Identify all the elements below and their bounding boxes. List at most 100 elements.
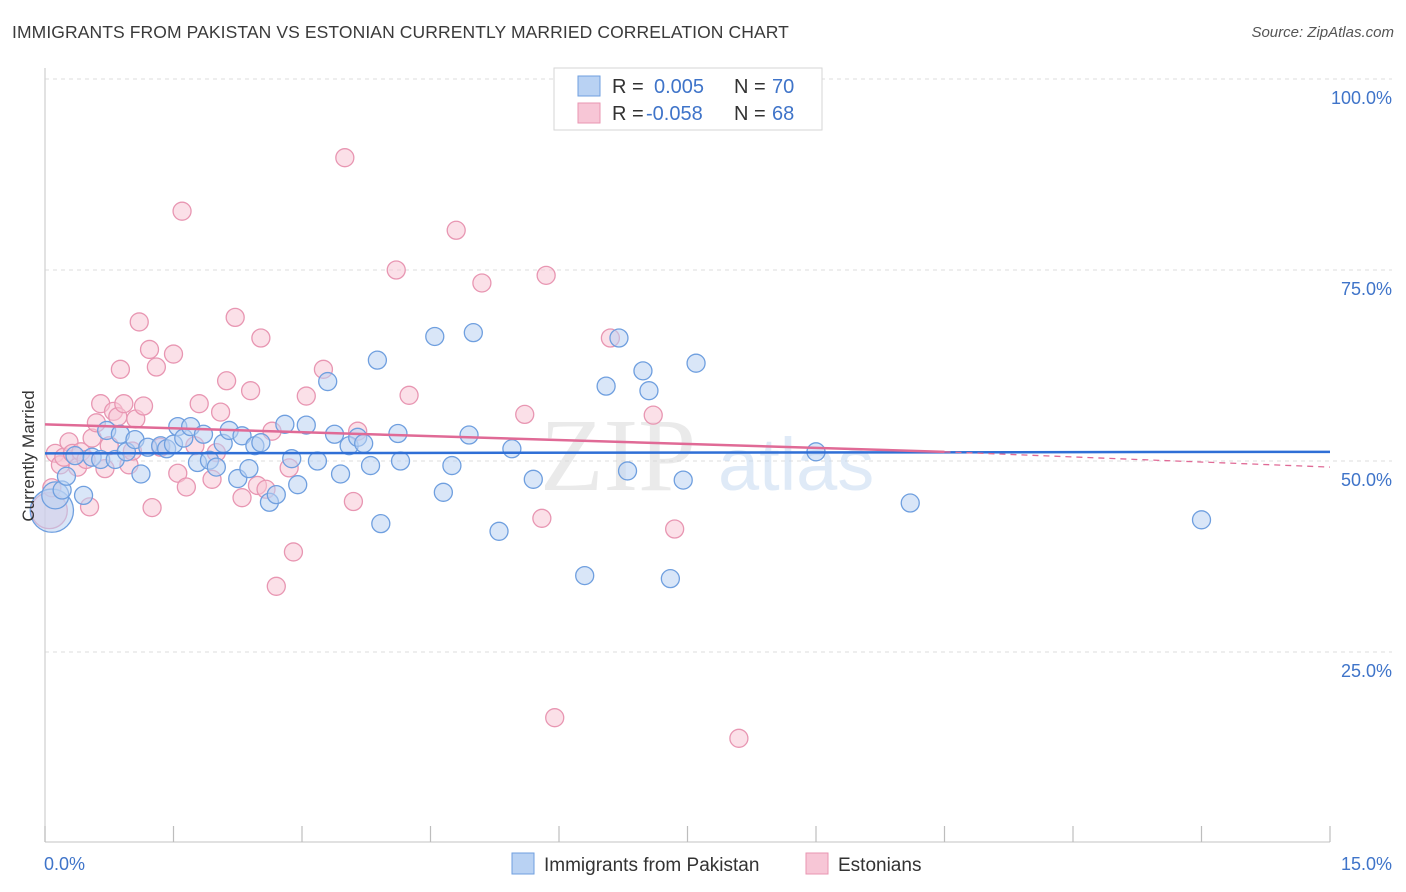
x-tick-label-1: 15.0%: [1341, 854, 1392, 874]
legend-top: R = 0.005 N = 70 R = -0.058 N = 68: [553, 67, 823, 131]
blue-point-59: [596, 376, 616, 396]
y-tick-labels: 100.0% 75.0% 50.0% 25.0%: [1331, 88, 1392, 681]
blue-point-53: [459, 425, 479, 445]
blue-point-60: [609, 328, 629, 348]
pink-point-56: [446, 220, 466, 240]
y-tick-label-0: 100.0%: [1331, 88, 1392, 108]
pink-point-46: [266, 576, 286, 596]
pink-point-18: [110, 359, 131, 379]
blue-point-48: [388, 423, 408, 444]
pink-point-38: [216, 371, 237, 391]
chart-source: Source: ZipAtlas.com: [1251, 24, 1394, 41]
pink-point-51: [335, 148, 355, 168]
pink-point-26: [142, 497, 162, 518]
legend-n-key-blue: N =: [734, 76, 766, 98]
blue-point-24: [206, 457, 226, 477]
blue-point-55: [489, 521, 509, 541]
watermark-zip: ZIP: [540, 398, 696, 513]
pink-point-58: [515, 404, 535, 425]
blue-point-64: [660, 569, 681, 589]
blue-point-39: [318, 371, 338, 392]
blue-point-36: [288, 475, 308, 495]
pink-point-25: [139, 339, 160, 360]
blue-point-68: [900, 493, 920, 513]
pink-point-27: [146, 357, 167, 377]
pink-point-57: [472, 273, 492, 293]
blue-point-61: [617, 461, 638, 481]
legend-bottom-swatch-blue: [511, 852, 535, 875]
pink-point-52: [343, 491, 364, 512]
pink-point-37: [210, 402, 231, 422]
pink-point-23: [129, 312, 149, 332]
blue-point-65: [673, 470, 693, 490]
pink-point-30: [168, 463, 188, 483]
blue-point-13: [131, 464, 151, 484]
legend-n-key-pink: N =: [734, 103, 766, 125]
blue-point-50: [425, 326, 445, 347]
blue-point-34: [275, 414, 295, 434]
blue-point-66: [686, 353, 706, 373]
blue-point-63: [639, 381, 659, 401]
blue-trend-line: [44, 450, 1331, 455]
blue-point-57: [523, 469, 543, 489]
y-axis-label: Currently Married: [19, 390, 38, 521]
pink-point-40: [232, 488, 252, 508]
pink-point-65: [729, 728, 749, 748]
legend-bottom-label-pink: Estonians: [838, 855, 921, 876]
pink-point-29: [163, 344, 184, 364]
y-tick-label-1: 75.0%: [1341, 279, 1392, 299]
blue-point-54: [463, 322, 483, 343]
pink-point-60: [536, 265, 556, 285]
y-tick-label-3: 25.0%: [1341, 661, 1392, 681]
trend-lines: [44, 423, 1331, 468]
pink-point-59: [532, 508, 552, 528]
blue-point-41: [330, 464, 351, 484]
legend-r-key-pink: R =: [612, 103, 644, 125]
blue-point-51: [433, 482, 454, 502]
pink-point-43: [251, 328, 271, 348]
pink-point-31: [172, 201, 192, 221]
blue-point-56: [502, 439, 522, 459]
watermark: ZIP atlas: [540, 398, 874, 513]
chart-title: IMMIGRANTS FROM PAKISTAN VS ESTONIAN CUR…: [12, 22, 789, 42]
blue-point-62: [633, 361, 653, 381]
legend-swatch-blue: [577, 75, 601, 97]
pink-point-19: [114, 394, 134, 414]
pink-point-41: [240, 381, 261, 401]
pink-point-64: [665, 519, 685, 539]
pink-point-32: [176, 477, 197, 497]
pink-point-34: [189, 394, 209, 414]
x-tick-label-0: 0.0%: [44, 854, 85, 874]
pink-point-63: [643, 405, 663, 425]
blue-point-49: [390, 451, 411, 471]
blue-point-69: [1191, 510, 1212, 530]
blue-point-31: [251, 433, 271, 453]
pink-point-61: [545, 708, 565, 728]
legend-r-value-pink: -0.058: [646, 103, 703, 125]
blue-point-4: [65, 446, 85, 466]
pink-trend-line: [44, 423, 945, 454]
pink-point-54: [386, 260, 406, 280]
pakistan-points: [29, 322, 1212, 589]
blue-point-5: [73, 485, 94, 506]
legend-bottom: Immigrants from Pakistan Estonians: [511, 852, 921, 876]
grid-lines: [45, 78, 1392, 653]
watermark-atlas: atlas: [718, 423, 874, 506]
axes: [44, 68, 1331, 843]
legend-swatch-pink: [577, 102, 601, 124]
pink-point-39: [225, 307, 245, 328]
blue-point-45: [360, 455, 381, 476]
legend-r-key-blue: R =: [612, 76, 644, 98]
pink-point-24: [133, 396, 154, 416]
blue-point-58: [575, 565, 595, 586]
blue-point-38: [307, 451, 328, 471]
pink-point-49: [296, 386, 316, 406]
blue-point-3: [56, 466, 77, 486]
blue-point-46: [367, 350, 388, 370]
y-tick-label-2: 50.0%: [1341, 470, 1392, 490]
blue-point-44: [354, 433, 374, 454]
blue-point-29: [239, 458, 259, 479]
legend-n-value-blue: 70: [772, 76, 794, 98]
legend-bottom-label-blue: Immigrants from Pakistan: [544, 855, 759, 876]
